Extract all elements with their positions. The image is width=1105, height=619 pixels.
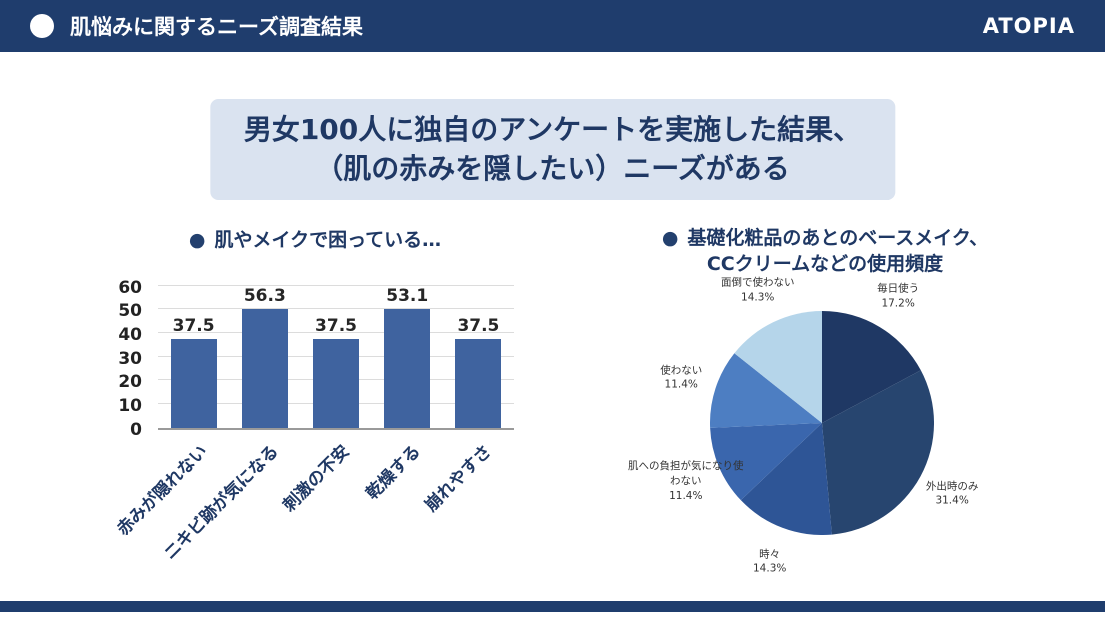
bar-chart-title: ● 肌やメイクで困っている… (100, 228, 530, 254)
y-tick-label: 10 (118, 395, 142, 416)
pie-slice (710, 353, 822, 429)
gridline (158, 331, 514, 333)
bar-value-label: 53.1 (386, 285, 429, 306)
pie-chart-title-text1: 基礎化粧品のあとのベースメイク、 (687, 227, 989, 249)
header-bar: 肌悩みに関するニーズ調査結果 ATOPIA (0, 0, 1105, 52)
gridline (158, 284, 514, 286)
bar-column: 53.1 (372, 286, 443, 428)
headline-line1: 男女100人に独自のアンケートを実施した結果、 (243, 113, 862, 146)
bar (241, 308, 288, 428)
page-title: 肌悩みに関するニーズ調査結果 (70, 15, 363, 39)
headline-line2: （肌の赤みを隠したい）ニーズがある (315, 151, 790, 185)
y-tick-label: 30 (118, 348, 142, 369)
bar-chart-plot: 37.5 56.3 37.5 53.1 37.5 (158, 284, 514, 430)
y-tick-label: 50 (118, 301, 142, 322)
bar-column: 37.5 (300, 286, 371, 428)
footer-bar (0, 601, 1105, 612)
y-tick-label: 0 (130, 419, 142, 440)
pie-slice-label: 毎日使う 17.2% (877, 282, 919, 311)
pie-svg (710, 311, 934, 536)
bar-column: 56.3 (229, 286, 300, 428)
brand-dot-icon (30, 14, 54, 38)
bar-value-label: 37.5 (172, 315, 215, 336)
pie-slice-name: 外出時のみ (925, 480, 979, 493)
pie-slice-name: 毎日使う (877, 282, 920, 295)
bar-column: 37.5 (158, 286, 229, 428)
pie-slice-percent: 17.2% (881, 297, 915, 310)
pie-slice (740, 423, 832, 536)
pie-slice-name: 時々 (759, 548, 781, 561)
pie-chart-title: ● 基礎化粧品のあとのベースメイク、 CCクリームなどの使用頻度 (585, 226, 1065, 277)
bar-chart-section: ● 肌やメイクで困っている… 0 10 20 30 40 50 60 37.5 56.3 37.5… (100, 228, 530, 578)
bullet-icon: ● (188, 229, 206, 251)
pie-slice (822, 311, 921, 424)
pie-slice-name: 肌への負担が気になり使わない (628, 460, 744, 487)
pie-slice-name: 使わない (660, 363, 703, 376)
bar-value-label: 56.3 (243, 285, 286, 306)
bullet-icon: ● (661, 227, 679, 249)
bar-category-cell: 刺激の不安 (279, 430, 371, 578)
bar-value-label: 37.5 (315, 315, 357, 336)
pie-chart-title-line1: ● 基礎化粧品のあとのベースメイク、 (585, 226, 1065, 252)
pie-chart-title-text2: CCクリームなどの使用頻度 (706, 252, 944, 275)
pie-slice (710, 423, 822, 501)
pie-slice-percent: 31.4% (935, 494, 969, 507)
pie-slice-label: 肌への負担が気になり使わない 11.4% (623, 459, 748, 503)
bar-chart-y-axis: 0 10 20 30 40 50 60 (100, 278, 150, 440)
pie-slice-percent: 11.4% (669, 489, 703, 502)
pie-slice (734, 311, 822, 424)
bar (384, 308, 431, 428)
pie-slice-label: 面倒で使わない 14.3% (721, 275, 795, 304)
pie-slice-label: 外出時のみ 31.4% (926, 479, 979, 508)
headline-banner: 男女100人に独自のアンケートを実施した結果、 （肌の赤みを隠したい）ニーズがあ… (209, 99, 896, 201)
bar (170, 338, 217, 428)
bar-chart-x-labels: 赤みが隠れない ニキビ跡が気になる 刺激の不安 乾燥する 崩れやすさ (113, 430, 514, 578)
pie-slice-name: 面倒で使わない (720, 276, 795, 289)
bar (455, 338, 502, 428)
bar-chart: 0 10 20 30 40 50 60 37.5 56.3 37.5 53.1 37.5 (118, 278, 514, 440)
pie-slice (822, 370, 934, 535)
bar-column: 37.5 (443, 286, 514, 428)
pie-chart-section: ● 基礎化粧品のあとのベースメイク、 CCクリームなどの使用頻度 毎日使う 17.2… (585, 226, 1065, 619)
bar (313, 338, 359, 428)
bar-value-label: 37.5 (457, 315, 500, 336)
pie-slice-label: 時々 14.3% (753, 547, 786, 576)
pie-slice-label: 使わない 11.4% (660, 363, 702, 392)
bar-chart-title-text: 肌やメイクで困っている… (214, 229, 442, 251)
bar-category-cell: 崩れやすさ (422, 430, 514, 578)
y-tick-label: 40 (118, 324, 142, 345)
pie-slice-percent: 14.3% (752, 562, 787, 575)
pie-chart: 毎日使う 17.2% 外出時のみ 31.4% 時々 14.3% 肌への負担が気になり使わない… (585, 276, 1065, 619)
y-tick-label: 60 (118, 277, 142, 298)
gridline (158, 308, 514, 310)
bar-chart-bars: 37.5 56.3 37.5 53.1 37.5 (158, 286, 514, 428)
brand-logo: ATOPIA (982, 14, 1075, 38)
pie-slice-percent: 14.3% (741, 290, 775, 303)
y-tick-label: 20 (118, 372, 142, 393)
pie-slice-percent: 11.4% (664, 378, 698, 391)
